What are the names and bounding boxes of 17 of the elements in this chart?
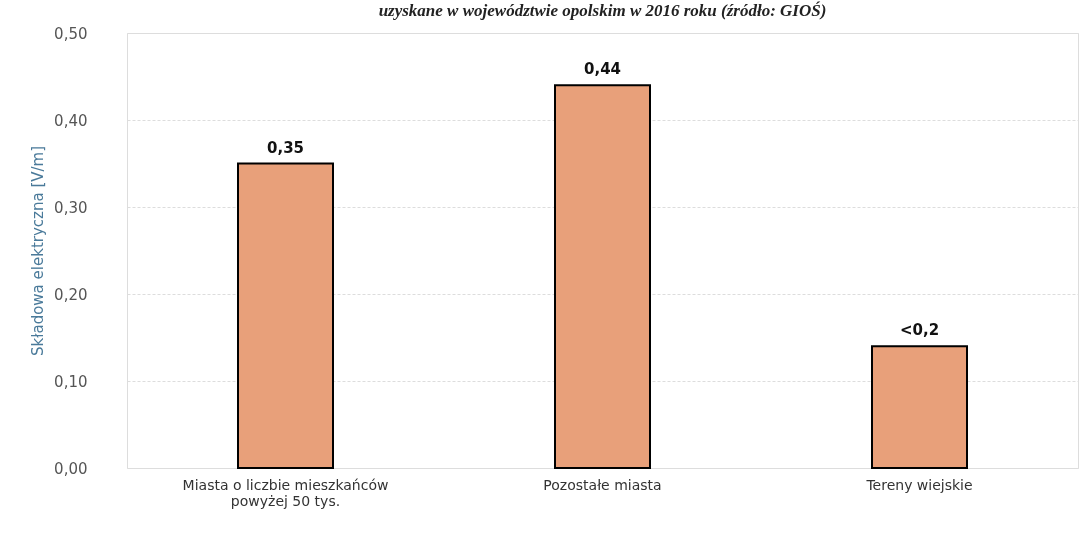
y-axis-title: Składowa elektryczna [V/m] xyxy=(29,145,48,357)
bar xyxy=(554,84,651,469)
x-tick-label: Pozostałe miasta xyxy=(543,476,662,493)
y-tick-label: 0,50 xyxy=(54,24,88,43)
bar xyxy=(237,162,334,469)
y-tick-label: 0,40 xyxy=(54,111,88,130)
y-tick-label: 0,20 xyxy=(54,285,88,304)
chart-title: uzyskane w województwie opolskim w 2016 roku (źródło: GIOŚ) xyxy=(378,1,827,20)
data-label: <0,2 xyxy=(899,321,940,340)
y-tick-label: 0,10 xyxy=(54,372,88,391)
x-tick-label: Tereny wiejskie xyxy=(865,476,973,493)
bar xyxy=(871,345,968,469)
data-label: 0,44 xyxy=(583,60,622,79)
y-tick-label: 0,30 xyxy=(54,198,88,217)
y-tick-label: 0,00 xyxy=(54,459,88,478)
x-tick-label: Miasta o liczbie mieszkańców powyżej 50 tys. xyxy=(182,476,389,509)
data-label: 0,35 xyxy=(266,138,305,157)
